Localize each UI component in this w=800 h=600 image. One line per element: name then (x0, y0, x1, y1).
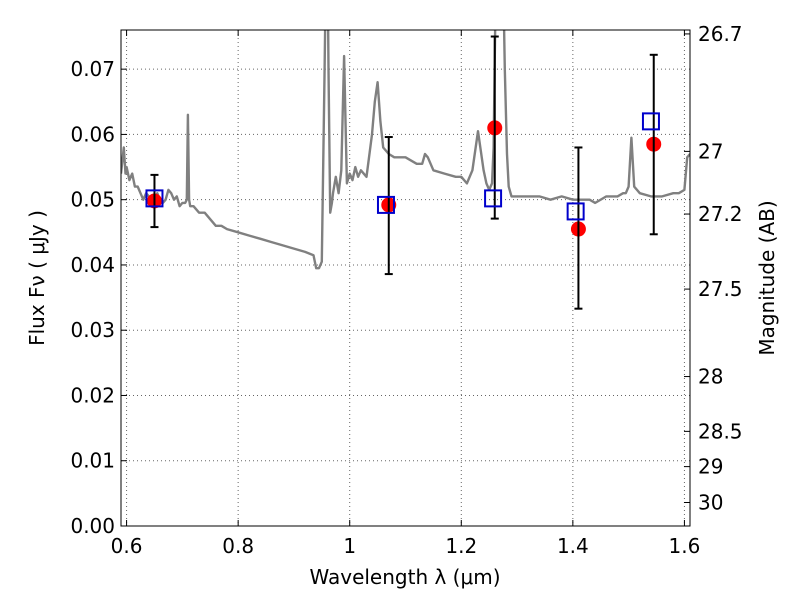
x-axis-label: Wavelength λ (μm) (309, 565, 500, 589)
model-flux-square (145, 189, 164, 208)
model-flux-square (641, 112, 660, 131)
y2-tick-label: 27.2 (698, 202, 743, 226)
x-tick-label: 1.2 (445, 534, 477, 558)
plot-frame (120, 29, 691, 527)
x-tick-label: 0.8 (222, 534, 254, 558)
y2-tick-label: 26.7 (698, 22, 743, 46)
y2-tick-label: 29 (698, 455, 723, 479)
y-tick-label: 0.03 (70, 318, 115, 342)
y2-tick-label: 28 (698, 365, 723, 389)
model-flux-square (566, 202, 585, 221)
axes: 0.6 0.8 1 1.2 1.4 1.6 0.00 0.01 0.02 0.03 0.04 0.05… (70, 22, 742, 558)
plot-area (121, 30, 690, 526)
x-tick-label: 1 (343, 534, 356, 558)
y-tick-label: 0.07 (70, 57, 115, 81)
x-tick-label: 0.6 (111, 534, 143, 558)
y-axis-label: Flux Fν ( μJy ) (25, 210, 49, 346)
model-flux-square (484, 189, 503, 208)
model-spectrum-line (121, 30, 690, 270)
plot-content (121, 30, 690, 310)
y-tick-label: 0.01 (70, 449, 115, 473)
y2-tick-label: 30 (698, 491, 723, 515)
model-flux-square (376, 195, 395, 214)
y2-tick-label: 28.5 (698, 419, 743, 443)
y-tick-label: 0.00 (70, 514, 115, 538)
y-tick-label: 0.05 (70, 188, 115, 212)
y-tick-label: 0.04 (70, 253, 115, 277)
y-tick-label: 0.06 (70, 122, 115, 146)
y2-tick-label: 27.5 (698, 277, 743, 301)
x-tick-label: 1.4 (557, 534, 589, 558)
x-tick-label: 1.6 (669, 534, 701, 558)
y-tick-label: 0.02 (70, 383, 115, 407)
y2-axis-label: Magnitude (AB) (755, 200, 779, 355)
y2-tick-label: 27 (698, 139, 723, 163)
